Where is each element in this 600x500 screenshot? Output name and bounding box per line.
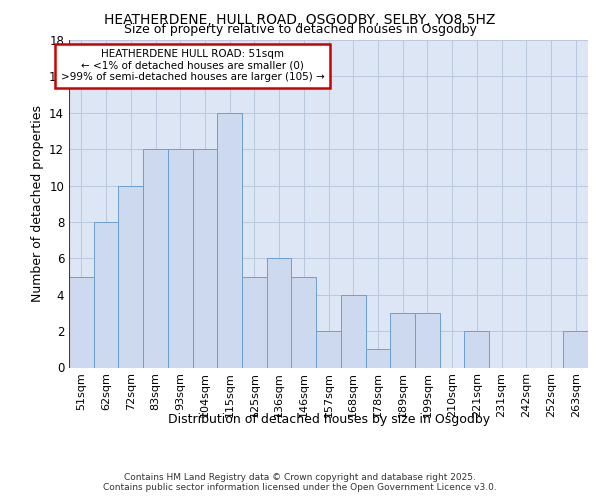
Bar <box>316 331 341 368</box>
Bar <box>390 313 415 368</box>
Bar <box>292 276 316 368</box>
Bar <box>193 149 217 368</box>
Bar <box>365 350 390 368</box>
Bar <box>168 149 193 368</box>
Bar <box>267 258 292 368</box>
Text: Contains public sector information licensed under the Open Government Licence v3: Contains public sector information licen… <box>103 484 497 492</box>
Text: Contains HM Land Registry data © Crown copyright and database right 2025.: Contains HM Land Registry data © Crown c… <box>124 472 476 482</box>
Text: HEATHERDENE HULL ROAD: 51sqm
← <1% of detached houses are smaller (0)
>99% of se: HEATHERDENE HULL ROAD: 51sqm ← <1% of de… <box>61 49 325 82</box>
Bar <box>217 113 242 368</box>
Text: HEATHERDENE, HULL ROAD, OSGODBY, SELBY, YO8 5HZ: HEATHERDENE, HULL ROAD, OSGODBY, SELBY, … <box>104 12 496 26</box>
Y-axis label: Number of detached properties: Number of detached properties <box>31 106 44 302</box>
Bar <box>563 331 588 368</box>
Bar <box>94 222 118 368</box>
Text: Distribution of detached houses by size in Osgodby: Distribution of detached houses by size … <box>168 412 490 426</box>
Bar <box>341 294 365 368</box>
Text: Size of property relative to detached houses in Osgodby: Size of property relative to detached ho… <box>124 22 476 36</box>
Bar <box>242 276 267 368</box>
Bar <box>69 276 94 368</box>
Bar <box>118 186 143 368</box>
Bar <box>415 313 440 368</box>
Bar <box>143 149 168 368</box>
Bar <box>464 331 489 368</box>
